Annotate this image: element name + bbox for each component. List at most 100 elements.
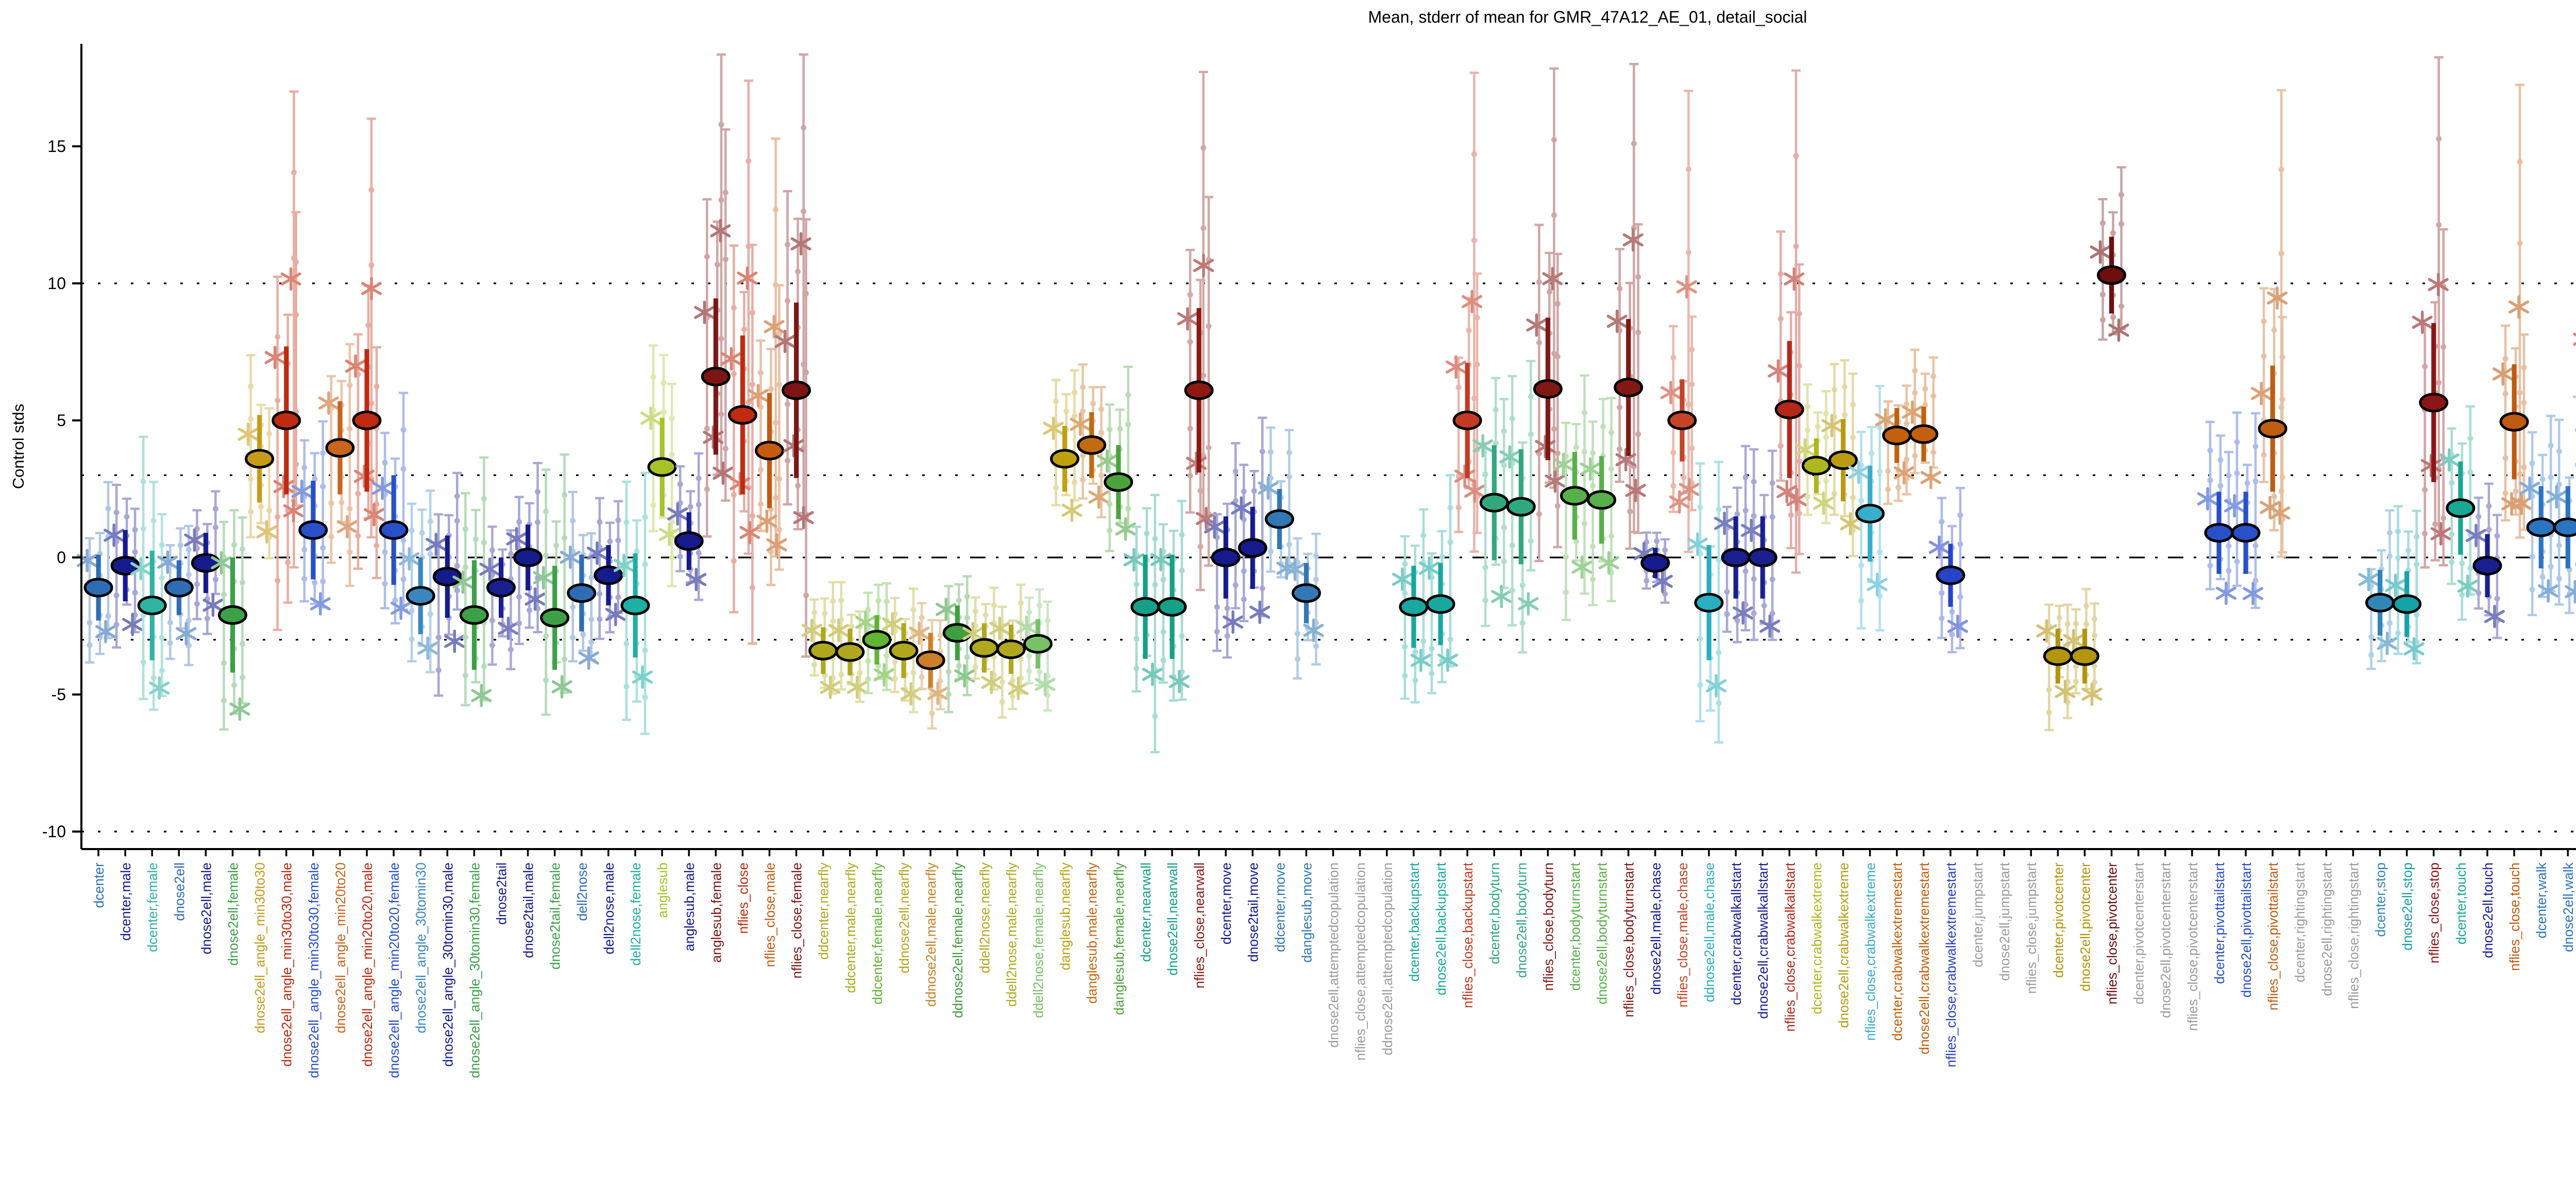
category-cluster <box>1928 486 1968 654</box>
experiment-mean-marker <box>1104 472 1133 492</box>
x-category-label: nflies_close,pivotcenter <box>2105 862 2120 1005</box>
control-asterisk <box>1598 551 1619 575</box>
category-cluster <box>801 581 841 699</box>
x-category-label: dnose2tail,male <box>521 862 536 958</box>
control-errorbar <box>345 343 354 587</box>
control-asterisk <box>1526 313 1547 337</box>
control-errorbar <box>2116 166 2126 330</box>
control-asterisk <box>1115 517 1136 541</box>
y-tick-label: 10 <box>47 274 66 293</box>
control-asterisk <box>1902 400 1923 424</box>
x-category-label: anglesub,female <box>708 862 724 962</box>
experiment-mean-marker <box>298 520 328 540</box>
control-errorbar <box>326 375 336 564</box>
control-asterisk <box>2267 286 2288 310</box>
experiment-mean-marker <box>110 555 140 575</box>
control-asterisk <box>828 618 849 642</box>
control-asterisk <box>2260 496 2281 519</box>
control-errorbar <box>721 128 731 502</box>
category-cluster <box>1446 72 1485 553</box>
x-category-label: dnose2ell,nearwall <box>1165 862 1180 976</box>
control-asterisk <box>202 593 224 617</box>
experiment-mean-marker <box>83 578 113 598</box>
experiment-mean-marker <box>1292 583 1321 603</box>
x-category-label: dnose2ell_angle_min20to20,female <box>386 862 402 1078</box>
experiment-mean-marker <box>1506 497 1536 517</box>
control-asterisk <box>2090 240 2111 264</box>
x-category-label: ddcenter,female,nearfly <box>870 862 885 1004</box>
control-errorbar <box>729 244 739 614</box>
control-asterisk <box>1615 448 1636 472</box>
control-asterisk <box>130 556 151 581</box>
category-cluster <box>909 602 948 730</box>
control-asterisk <box>104 523 125 547</box>
experiment-mean-marker <box>1667 411 1697 430</box>
control-errorbar <box>399 392 409 611</box>
experiment-mean-marker <box>1157 597 1187 617</box>
category-cluster <box>1472 377 1512 628</box>
category-cluster <box>1687 461 1727 744</box>
control-errorbar <box>2420 324 2430 569</box>
control-asterisk <box>533 566 554 589</box>
x-category-label: ddcenter,nearfly <box>816 862 832 959</box>
control-asterisk <box>256 520 277 544</box>
x-category-label: dcenter,touch <box>2453 862 2469 944</box>
control-asterisk <box>1196 506 1217 531</box>
x-category-label: dcenter,bodyturnstart <box>1568 862 1583 991</box>
control-errorbar <box>1123 365 1133 533</box>
control-asterisk <box>900 682 922 706</box>
control-asterisk <box>345 354 366 378</box>
control-asterisk <box>1776 480 1798 503</box>
experiment-mean-marker <box>272 411 301 430</box>
control-asterisk <box>452 570 473 594</box>
control-errorbar <box>1829 363 1839 516</box>
control-errorbar <box>299 439 309 603</box>
category-cluster <box>372 392 412 625</box>
experiment-mean-marker <box>1882 426 1912 446</box>
x-category-label: ddell2nose,nearfly <box>977 862 992 973</box>
x-category-label: dnose2ell_angle_30tomin30,male <box>440 862 455 1066</box>
experiment-mean-marker <box>2231 523 2261 543</box>
x-category-label: dnose2ell,female <box>226 862 241 966</box>
control-errorbar <box>1454 357 1464 533</box>
control-asterisk <box>2224 494 2245 518</box>
category-cluster <box>1418 474 1459 695</box>
x-category-label: nflies_close,crabwalkextreme <box>1863 862 1878 1041</box>
control-errorbar <box>1768 449 1777 641</box>
control-asterisk <box>479 557 500 581</box>
control-asterisk <box>1499 445 1520 469</box>
x-category-label: dell2nose,male <box>601 862 617 954</box>
control-errorbar <box>568 490 578 663</box>
experiment-mean-marker <box>1426 594 1455 614</box>
control-asterisk <box>238 422 259 446</box>
x-category-label: nflies_close <box>735 862 751 934</box>
category-cluster <box>452 456 492 707</box>
category-cluster <box>130 435 170 711</box>
experiment-mean-marker <box>137 596 167 616</box>
x-category-label: dnose2ell,walk <box>2561 862 2576 952</box>
control-errorbar <box>1776 230 1786 482</box>
control-asterisk <box>1875 408 1896 432</box>
category-cluster <box>1499 360 1539 654</box>
experiment-mean-marker <box>1533 379 1563 399</box>
control-asterisk <box>1768 359 1789 383</box>
experiment-mean-marker <box>2499 412 2529 432</box>
x-category-label: danglesub,male,nearfly <box>1084 862 1100 1004</box>
control-asterisk <box>667 502 688 526</box>
category-cluster <box>828 581 868 703</box>
control-asterisk <box>184 528 205 552</box>
control-asterisk <box>211 551 232 575</box>
x-category-label: nflies_close,male,chase <box>1675 862 1690 1007</box>
experiment-mean-marker <box>727 405 757 425</box>
x-category-label: dcenter,jumpstart <box>1970 862 1986 967</box>
x-category-label: danglesub,female,nearfly <box>1111 862 1127 1015</box>
experiment-mean-marker <box>218 605 247 625</box>
x-category-label: dnose2ell,male,chase <box>1648 862 1664 994</box>
control-errorbar <box>1499 398 1509 589</box>
control-errorbar <box>1400 535 1410 700</box>
control-errorbar <box>917 602 927 690</box>
control-asterisk <box>283 499 304 523</box>
x-category-label: nflies_close,crabwalkallstart <box>1782 862 1798 1031</box>
experiment-mean-marker <box>379 520 409 540</box>
control-asterisk <box>417 636 438 660</box>
